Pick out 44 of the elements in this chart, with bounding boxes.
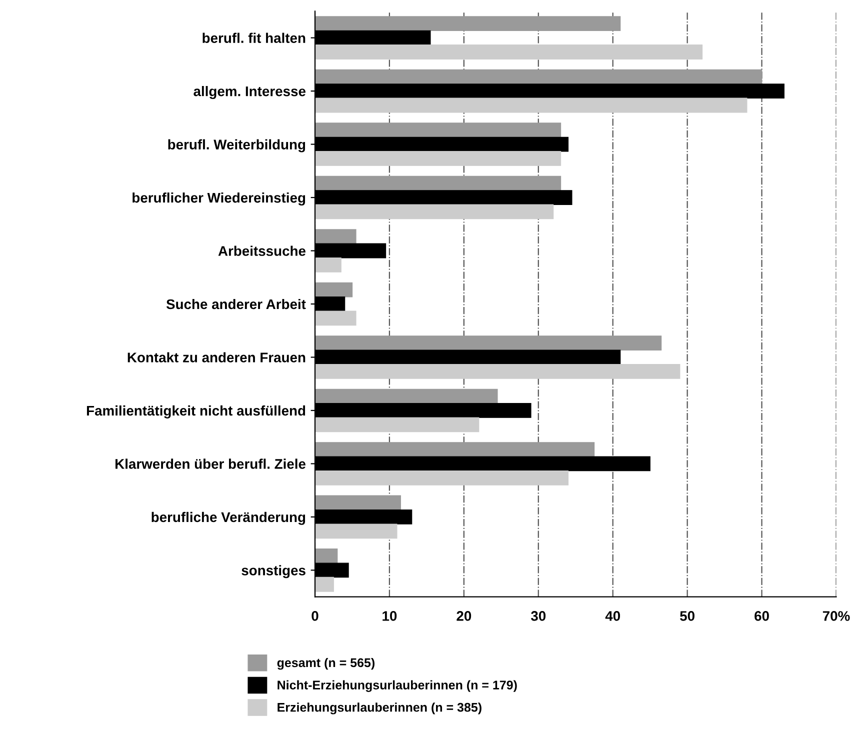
y-tick-label: berufliche Veränderung — [152, 512, 306, 525]
legend-label: Erziehungsurlauberinnen (n = 385) — [278, 702, 482, 714]
bar — [314, 176, 562, 191]
y-tick-label: Familientätigkeit nicht ausfüllend — [86, 405, 306, 418]
x-tick-label: 30 — [530, 611, 546, 621]
y-tick-label: sonstiges — [242, 565, 306, 578]
y-tick-label: Suche anderer Arbeit — [166, 298, 306, 310]
bar — [314, 470, 569, 486]
bar — [314, 229, 356, 244]
y-tick-label: beruflicher Wiedereinstieg — [132, 192, 306, 206]
bar — [314, 98, 748, 113]
y-tick-label: berufl. Weiterbildung — [168, 139, 306, 152]
bar — [314, 310, 356, 326]
bar — [314, 16, 621, 32]
x-tick-label: 70% — [822, 611, 850, 621]
x-tick-label: 50 — [680, 611, 694, 621]
bar — [314, 417, 480, 432]
x-tick-label: 60 — [754, 611, 769, 621]
x-tick-label: 10 — [382, 611, 397, 621]
bar — [314, 204, 554, 220]
legend-label: gesamt (n = 565) — [277, 658, 374, 670]
y-tick-label: Kontakt zu anderen Frauen — [128, 352, 306, 362]
bar — [314, 524, 398, 539]
legend-label: Nicht-Erziehungsurlauberinnen (n = 179) — [278, 680, 517, 692]
bar — [314, 258, 342, 272]
bar — [314, 495, 401, 510]
x-tick-label: 0 — [312, 611, 318, 621]
bar — [314, 364, 680, 379]
bar — [314, 282, 353, 298]
x-tick-label: 20 — [456, 611, 472, 621]
bar — [314, 548, 338, 564]
bar — [314, 69, 762, 84]
bar — [314, 388, 498, 404]
bar — [314, 44, 703, 60]
bar — [314, 336, 662, 350]
bar — [314, 442, 595, 457]
y-tick-label: Arbeitssuche — [218, 246, 306, 256]
y-tick-label: Klarwerden über berufl. Ziele — [116, 458, 306, 469]
bar — [314, 576, 334, 592]
x-tick-label: 40 — [605, 611, 620, 621]
y-tick-label: allgem. Interesse — [194, 86, 306, 100]
y-tick-label: berufl. fit halten — [202, 32, 306, 43]
bar — [314, 151, 562, 166]
bar — [314, 122, 562, 138]
